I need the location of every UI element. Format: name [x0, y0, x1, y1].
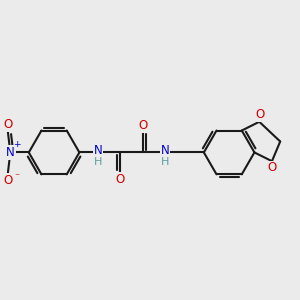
- Text: N: N: [6, 146, 15, 159]
- Text: O: O: [139, 119, 148, 132]
- Text: N: N: [160, 144, 169, 157]
- Text: +: +: [14, 140, 21, 149]
- Text: O: O: [255, 109, 264, 122]
- Text: ⁻: ⁻: [14, 173, 19, 183]
- Text: H: H: [161, 157, 169, 167]
- Text: O: O: [268, 161, 277, 175]
- Text: O: O: [115, 173, 124, 186]
- Text: O: O: [3, 174, 13, 187]
- Text: H: H: [94, 157, 102, 167]
- Text: N: N: [94, 144, 102, 157]
- Text: O: O: [3, 118, 13, 131]
